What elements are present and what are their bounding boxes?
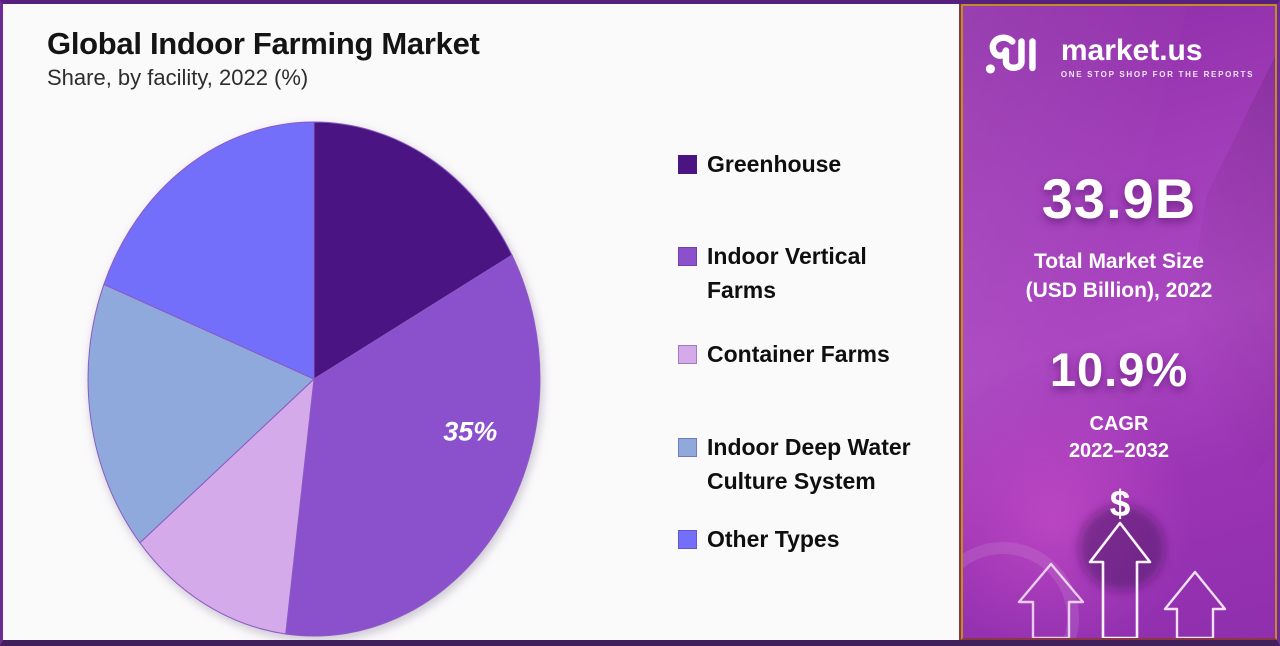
brand-name: market.us [1060,33,1203,67]
pie-slice-indoor-vertical-farms [285,254,541,637]
market-size-label: Total Market Size (USD Billion), 2022 [963,247,1275,305]
legend-swatch [678,438,697,457]
legend-item: Greenhouse [678,147,940,181]
legend-label: Indoor Vertical Farms [707,243,867,303]
stat-label-line: 2022–2032 [1068,440,1170,462]
legend-item: Container Farms [678,337,940,371]
stat-label-line: Total Market Size [1034,250,1204,273]
up-arrow-icon [1017,562,1085,638]
legend-swatch [678,247,697,266]
brand-header: market.us ONE STOP SHOP FOR THE REPORTS [963,30,1275,84]
growth-arrows-graphic: $ [963,483,1227,638]
brand-sidebar: market.us ONE STOP SHOP FOR THE REPORTS … [961,4,1277,640]
legend-item: Other Types [678,522,940,556]
pie-chart: 35% [87,121,541,637]
brand-tagline: ONE STOP SHOP FOR THE REPORTS [1060,69,1255,79]
brand-text: market.us ONE STOP SHOP FOR THE REPORTS [1060,33,1255,79]
dollar-icon: $ [1110,483,1131,524]
circle-decoration [1079,505,1165,591]
legend-label: Container Farms [707,341,890,367]
panel-divider [959,4,961,640]
market-size-value: 33.9B [1041,167,1197,230]
pie-slice-indoor-deep-water-culture-system [87,283,315,544]
legend-label: Other Types [707,526,840,552]
stat-label-line: CAGR [1089,413,1149,435]
legend-swatch [678,155,697,174]
cagr-stat: 10.9% CAGR 2022–2032 [963,342,1275,465]
market-size-stat: 33.9B Total Market Size (USD Billion), 2… [963,166,1275,305]
up-arrow-icon [1163,570,1227,638]
up-arrow-icon [1088,521,1152,638]
stat-label-line: (USD Billion), 2022 [1025,279,1213,302]
pie-slice-container-farms [139,377,315,635]
legend-swatch [678,530,697,549]
legend-label: Indoor Deep Water Culture System [707,434,911,494]
chart-title: Global Indoor Farming Market [47,26,480,61]
chart-subtitle: Share, by facility, 2022 (%) [47,65,309,90]
legend-item: Indoor Vertical Farms [678,239,940,307]
cagr-label: CAGR 2022–2032 [963,411,1275,465]
pie-slice-greenhouse [313,121,513,380]
chart-legend: Greenhouse Indoor Vertical Farms Container… [678,147,940,556]
legend-swatch [678,345,697,364]
swirl-decoration [963,542,1079,638]
chart-panel: Global Indoor Farming Market Share, by f… [3,4,959,640]
pie-slice-other-types [103,121,315,380]
legend-item: Indoor Deep Water Culture System [678,430,940,498]
legend-label: Greenhouse [707,151,842,177]
marketus-logo-icon [985,34,1036,74]
pie-data-label: 35% [443,417,497,447]
cagr-value: 10.9% [1049,343,1189,396]
